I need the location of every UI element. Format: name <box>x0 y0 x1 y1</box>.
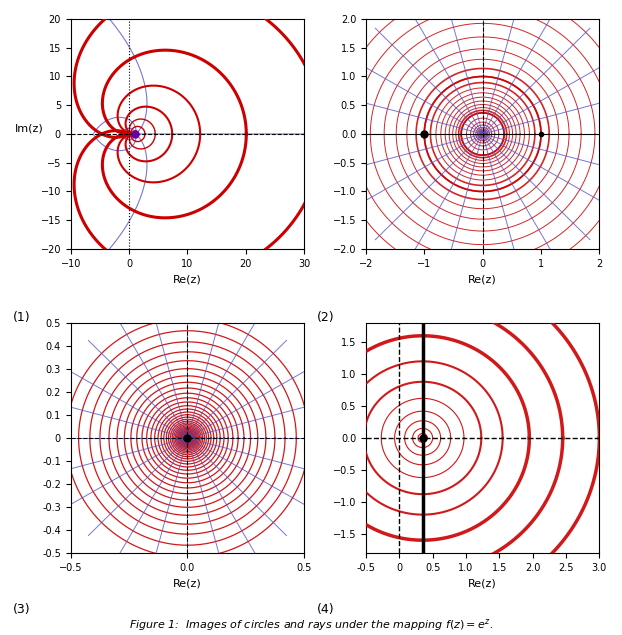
Text: (4): (4) <box>317 603 335 616</box>
Text: Figure 1:  Images of circles and rays under the mapping $f(z) = e^z$.: Figure 1: Images of circles and rays und… <box>129 617 493 634</box>
Text: (2): (2) <box>317 311 335 324</box>
Y-axis label: Im(z): Im(z) <box>15 124 44 134</box>
X-axis label: Re(z): Re(z) <box>173 274 202 284</box>
Text: (1): (1) <box>12 311 30 324</box>
X-axis label: Re(z): Re(z) <box>173 578 202 588</box>
Text: (3): (3) <box>12 603 30 616</box>
X-axis label: Re(z): Re(z) <box>468 274 497 284</box>
X-axis label: Re(z): Re(z) <box>468 578 497 588</box>
